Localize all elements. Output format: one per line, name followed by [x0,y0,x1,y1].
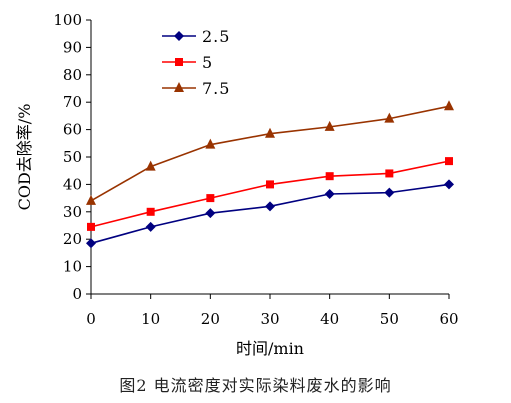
data-point-marker [266,180,274,189]
data-point-marker [445,157,453,166]
data-point-marker [86,194,96,205]
x-tick-label: 20 [201,310,220,328]
figure-caption: 图2 电流密度对实际染料废水的影响 [119,376,392,395]
data-point-marker [384,187,395,198]
legend-marker [175,58,183,66]
data-point-marker [444,100,454,111]
data-point-marker [384,112,395,123]
y-tick-label: 0 [72,285,82,303]
y-axis-ticks: 0 10 20 30 40 50 60 70 80 90 100 [53,11,91,303]
data-point-marker [324,188,335,199]
legend-item: 5 [162,53,213,72]
y-axis-title: COD去除率/% [15,104,34,211]
x-tick-label: 50 [380,310,399,328]
data-point-marker [324,120,335,131]
legend-item: 2.5 [162,27,230,46]
data-point-marker [146,207,155,216]
data-point-marker [265,127,275,138]
x-tick-label: 60 [439,310,458,328]
chart-axes [90,20,449,295]
series-2 [87,157,453,231]
y-tick-label: 40 [63,175,82,193]
y-tick-label: 100 [53,11,82,29]
legend-label: 5 [202,53,213,72]
series-3 [86,100,454,205]
x-tick-label: 30 [260,310,279,328]
y-tick-label: 30 [63,203,82,221]
x-tick-label: 10 [141,310,160,328]
series-1 [86,179,454,249]
x-tick-label: 40 [320,310,339,328]
legend-label: 7.5 [202,79,230,98]
y-tick-label: 60 [63,121,82,139]
series-line [90,160,450,228]
data-point-marker [145,221,156,232]
data-point-marker [325,172,334,181]
data-point-marker [145,160,156,171]
y-tick-label: 50 [63,148,82,166]
x-axis-ticks: 0 10 20 30 40 50 60 [86,294,459,328]
legend-label: 2.5 [202,27,230,46]
data-point-marker [206,194,215,203]
y-tick-label: 80 [63,66,82,84]
series-group [86,100,454,249]
data-point-marker [444,179,454,190]
data-point-marker [205,208,216,219]
legend-item: 7.5 [162,79,230,98]
data-point-marker [385,169,394,178]
legend-marker [174,82,184,92]
legend: 2.5 5 7.5 [162,27,230,98]
y-tick-label: 10 [63,258,82,276]
x-tick-label: 0 [86,310,96,328]
y-tick-label: 70 [63,93,82,111]
data-point-marker [86,238,96,249]
y-tick-label: 20 [63,230,82,248]
data-point-marker [265,201,275,212]
y-tick-label: 90 [63,38,82,56]
legend-marker [174,31,184,41]
x-axis-title: 时间/min [236,339,304,358]
data-point-marker [205,138,216,149]
data-point-marker [87,222,95,231]
